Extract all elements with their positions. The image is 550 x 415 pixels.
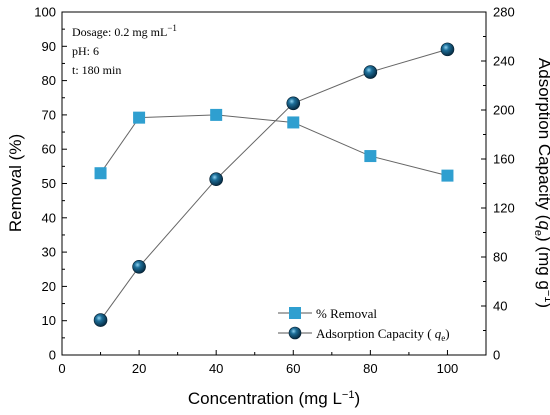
capacity-point: [286, 96, 301, 111]
annotation-time: t: 180 min: [72, 63, 121, 77]
x-tick-label: 80: [363, 361, 377, 376]
left-tick-label: 50: [42, 176, 56, 191]
legend-label-capacity: Adsorption Capacity ( qe): [316, 326, 450, 343]
plot-frame: [61, 11, 487, 356]
legend-marker-square: [289, 307, 301, 319]
right-tick-label: 40: [493, 299, 507, 314]
annotation-dosage: Dosage: 0.2 mg mL−1: [72, 23, 177, 39]
annotation-ph: pH: 6: [72, 44, 99, 58]
series-lines: [100, 48, 448, 321]
x-tick-label: 0: [58, 361, 65, 376]
left-tick-label: 90: [42, 39, 56, 54]
left-tick-label: 10: [42, 313, 56, 328]
right-axis-ticks: 0 40 80 120 160 200 240 280: [481, 5, 515, 363]
removal-point: [210, 108, 223, 121]
left-tick-label: 20: [42, 279, 56, 294]
right-tick-label: 80: [493, 250, 507, 265]
capacity-point: [209, 172, 223, 187]
legend-marker-sphere: [288, 326, 302, 340]
x-tick-label: 100: [437, 361, 459, 376]
x-axis-ticks: 0 20 40 60 80 100: [58, 350, 458, 376]
series-line-0: [100, 114, 448, 177]
left-tick-label: 70: [42, 107, 56, 122]
removal-point: [133, 111, 146, 124]
legend: % Removal Adsorption Capacity ( qe): [278, 306, 450, 343]
x-tick-label: 60: [286, 361, 300, 376]
right-tick-label: 240: [493, 54, 515, 69]
legend-label-removal: % Removal: [316, 306, 377, 321]
removal-point: [364, 150, 377, 163]
right-axis-title: Adsorption Capacity (qe) (mg g−1): [532, 58, 550, 308]
x-axis-title: Concentration (mg L−1): [188, 389, 360, 408]
right-tick-label: 200: [493, 103, 515, 118]
right-tick-label: 120: [493, 201, 515, 216]
left-axis-title: Removal (%): [6, 134, 25, 232]
removal-point: [287, 116, 300, 129]
left-tick-label: 0: [49, 348, 56, 363]
right-tick-label: 280: [493, 5, 515, 20]
left-tick-label: 80: [42, 73, 56, 88]
left-tick-label: 60: [42, 142, 56, 157]
legend-item-capacity: Adsorption Capacity ( qe): [278, 326, 450, 343]
right-tick-label: 0: [493, 348, 500, 363]
left-tick-label: 100: [34, 5, 56, 20]
capacity-point: [132, 259, 146, 274]
legend-item-removal: % Removal: [278, 306, 377, 321]
capacity-point: [440, 42, 455, 57]
series-markers: [93, 42, 455, 327]
right-tick-label: 160: [493, 152, 515, 167]
capacity-point: [363, 65, 378, 79]
removal-point: [94, 167, 107, 180]
x-tick-label: 40: [209, 361, 223, 376]
capacity-point: [93, 313, 108, 327]
left-axis-ticks: 0 10 20 30 40 50 60 70 80 90 100: [34, 5, 67, 363]
removal-point: [441, 169, 454, 182]
x-tick-label: 20: [132, 361, 146, 376]
series-line-1: [100, 48, 448, 321]
left-tick-label: 30: [42, 245, 56, 260]
left-tick-label: 40: [42, 210, 56, 225]
